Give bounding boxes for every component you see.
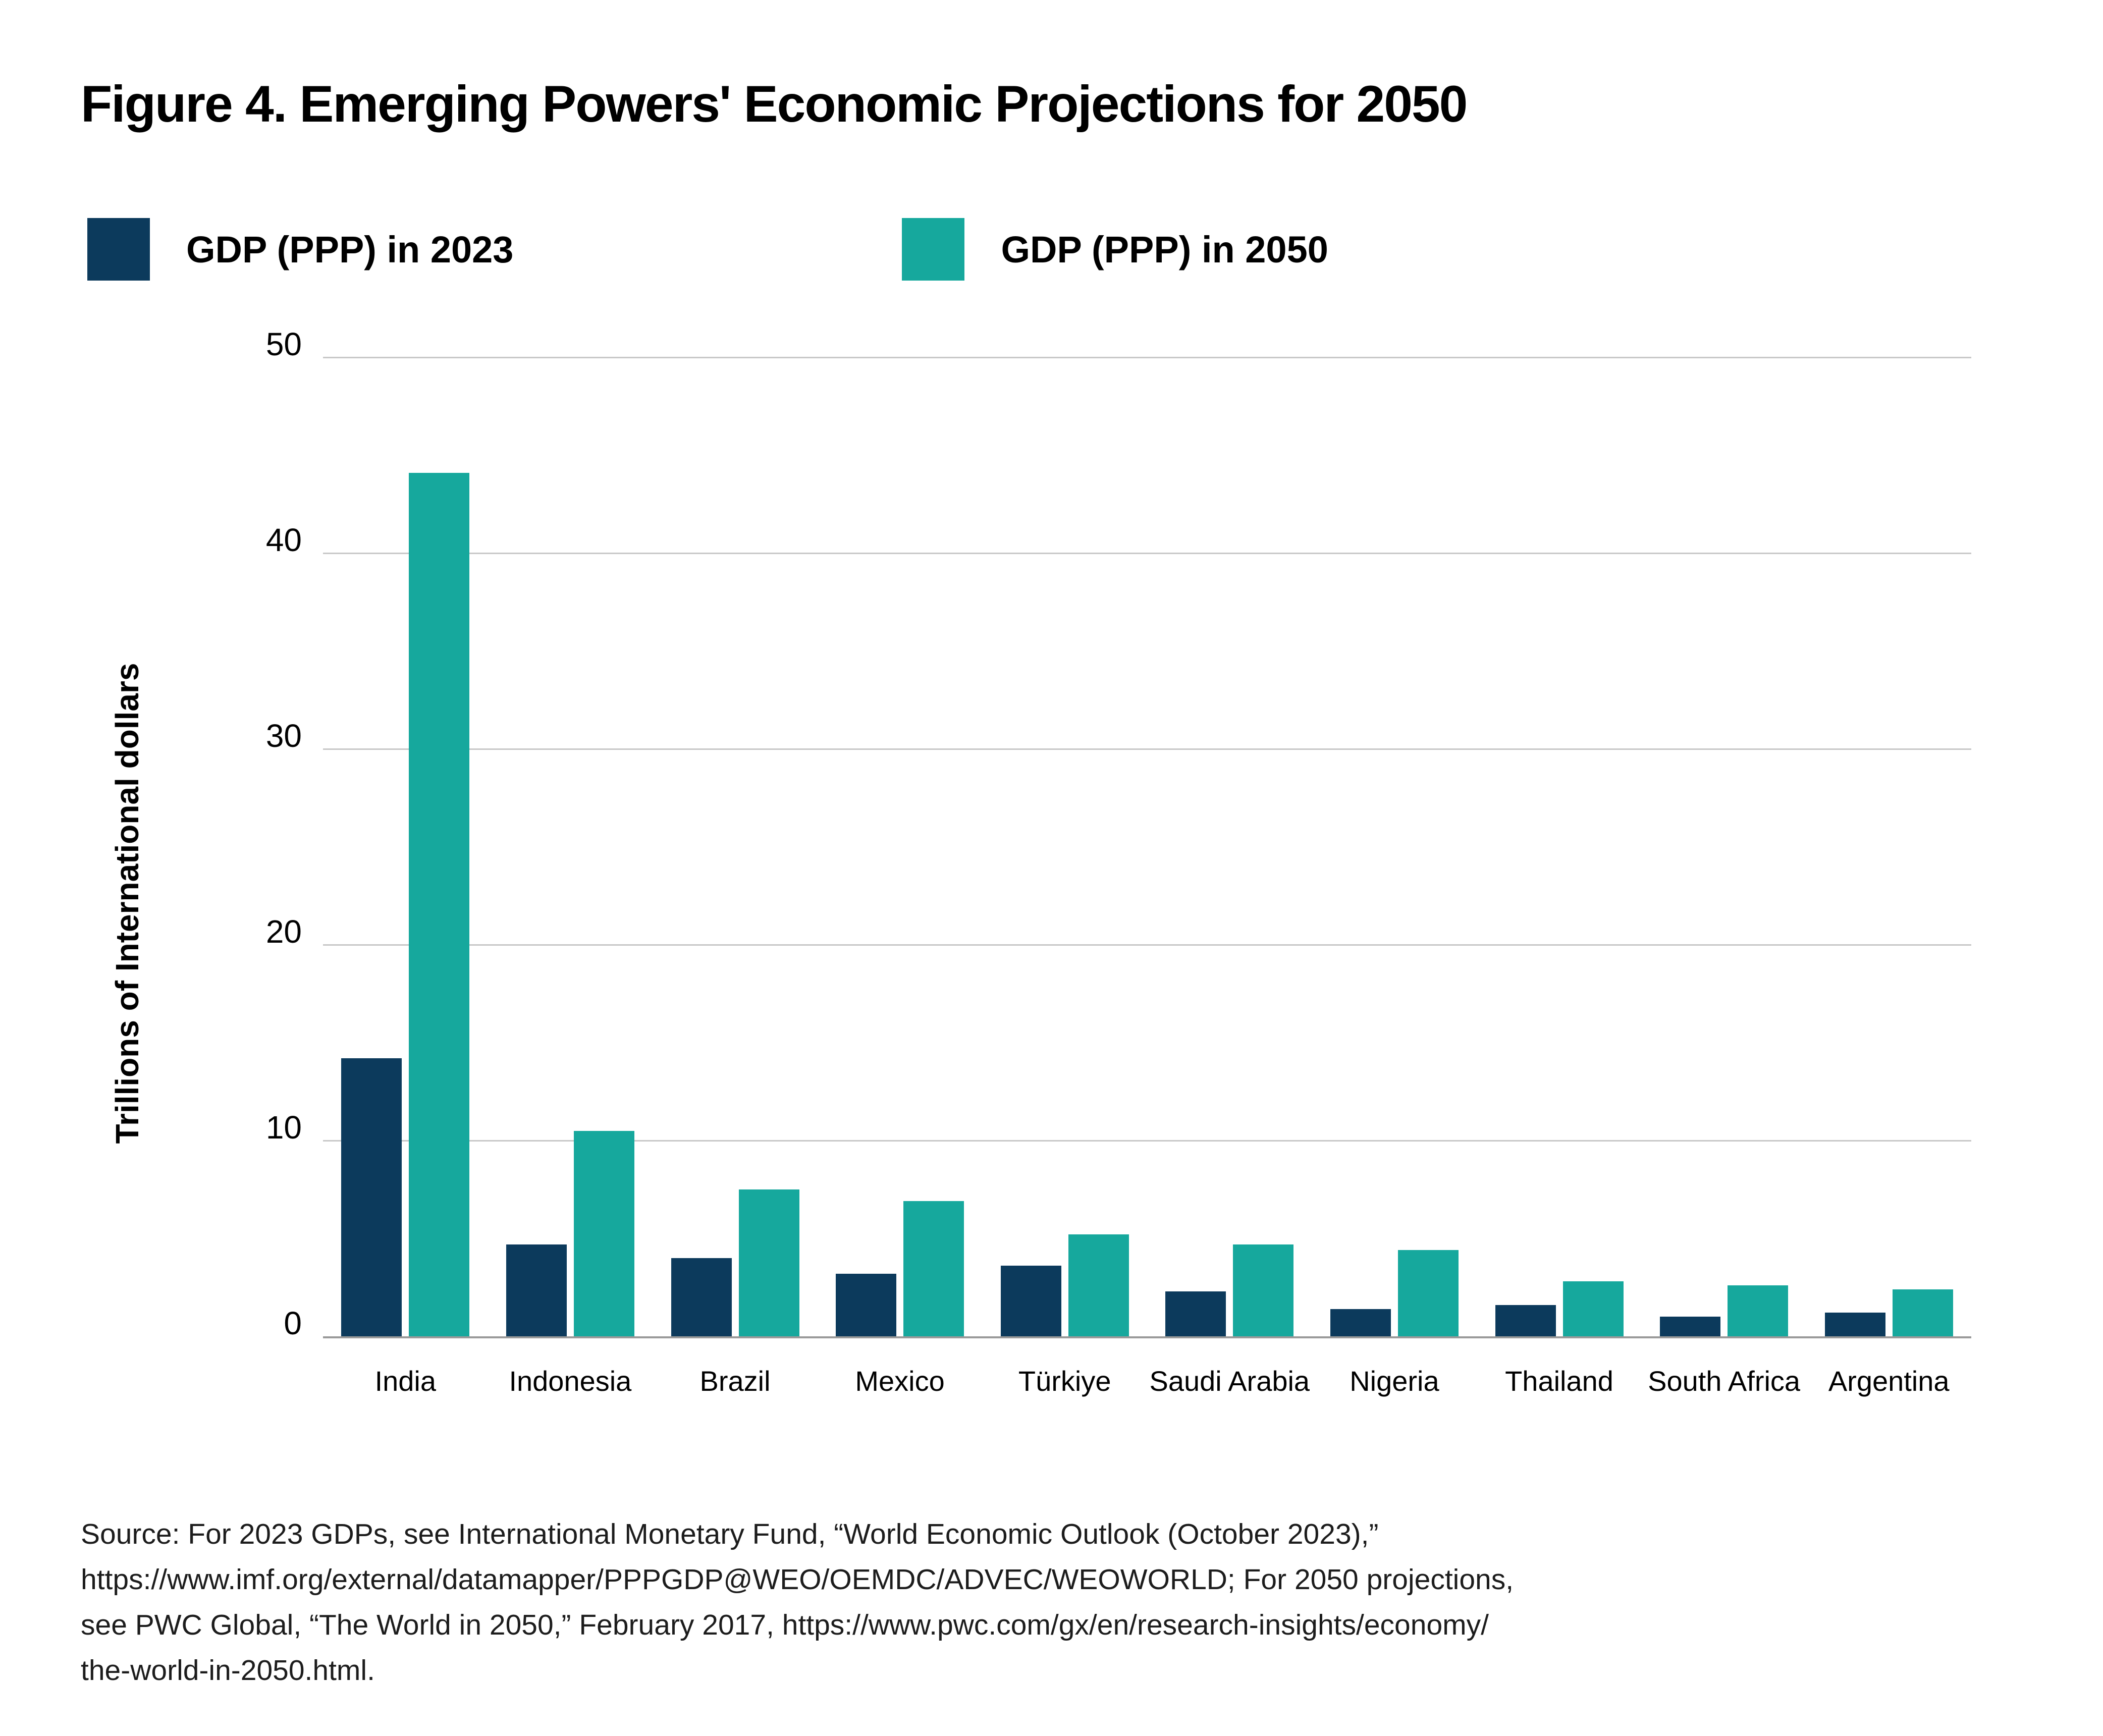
legend-item-2050: GDP (PPP) in 2050 (902, 218, 1328, 281)
y-tick-label-50: 50 (265, 326, 302, 362)
x-axis-label-saudi-arabia: Saudi Arabia (1149, 1365, 1310, 1397)
source-note-line: see PWC Global, “The World in 2050,” Feb… (81, 1609, 1489, 1641)
bar-2023-türkiye (1000, 1266, 1061, 1336)
page-title: Figure 4. Emerging Powers' Economic Proj… (81, 75, 1468, 133)
legend-label-2050: GDP (PPP) in 2050 (1001, 228, 1328, 270)
x-axis-label-indonesia: Indonesia (509, 1365, 632, 1397)
x-axis-label-india: India (374, 1365, 437, 1397)
bar-2023-brazil (671, 1258, 732, 1336)
x-axis-label-thailand: Thailand (1505, 1365, 1613, 1397)
bar-group-indonesia (506, 357, 634, 1336)
bar-group-brazil (671, 357, 799, 1336)
bar-2050-mexico (903, 1201, 964, 1336)
gridline-y-20 (323, 944, 1971, 946)
bar-2023-mexico (836, 1273, 897, 1336)
x-axis-label-argentina: Argentina (1828, 1365, 1950, 1397)
source-note-line: the-world-in-2050.html. (81, 1654, 375, 1687)
plot-area: 0 10 20 30 40 50 India Indonesia Brazil Mexico Tür… (266, 328, 1971, 1397)
source-note: Source: For 2023 GDPs, see International… (81, 1511, 1514, 1693)
bar-2050-thailand (1562, 1281, 1624, 1336)
y-tick-label-40: 40 (265, 522, 302, 558)
x-axis-label-nigeria: Nigeria (1350, 1365, 1439, 1397)
legend-label-2023: GDP (PPP) in 2023 (186, 228, 514, 270)
bar-2050-argentina (1892, 1289, 1953, 1336)
y-tick-label-10: 10 (265, 1109, 302, 1146)
bar-group-nigeria (1330, 357, 1459, 1336)
bar-group-india (341, 357, 470, 1336)
bar-group-saudi-arabia (1165, 357, 1294, 1336)
bar-2023-thailand (1495, 1305, 1556, 1336)
x-axis-label-türkiye: Türkiye (1018, 1365, 1111, 1397)
bar-group-argentina (1824, 357, 1953, 1336)
bar-group-mexico (836, 357, 964, 1336)
y-tick-label-0: 0 (284, 1305, 302, 1341)
bar-2023-argentina (1824, 1313, 1885, 1336)
legend-swatch-2023 (87, 218, 150, 281)
bar-2050-brazil (738, 1189, 799, 1336)
bar-2023-india (341, 1058, 402, 1336)
bar-2050-türkiye (1068, 1234, 1129, 1336)
bar-2023-indonesia (506, 1244, 567, 1336)
bar-group-türkiye (1000, 357, 1129, 1336)
gridline-y-10 (323, 1140, 1971, 1142)
y-axis-title: Trillions of International dollars (109, 663, 145, 1144)
bar-2050-south-africa (1728, 1285, 1789, 1336)
bar-2050-india (409, 472, 470, 1336)
bar-2050-saudi-arabia (1233, 1244, 1294, 1336)
source-note-line: https://www.imf.org/external/datamapper/… (81, 1563, 1514, 1596)
bar-2050-indonesia (573, 1130, 634, 1336)
y-tick-label-30: 30 (265, 718, 302, 754)
bar-2050-nigeria (1397, 1250, 1459, 1336)
x-axis-label-mexico: Mexico (855, 1365, 945, 1397)
legend-item-2023: GDP (PPP) in 2023 (87, 218, 513, 281)
legend-swatch-2050 (902, 218, 965, 281)
y-tick-label-20: 20 (265, 913, 302, 950)
gridline-y-50 (323, 357, 1971, 358)
gridline-y-30 (323, 748, 1971, 750)
x-axis-label-south-africa: South Africa (1648, 1365, 1801, 1397)
bar-group-south-africa (1660, 357, 1789, 1336)
bar-2023-south-africa (1660, 1317, 1721, 1336)
chart-legend: GDP (PPP) in 2023 GDP (PPP) in 2050 (87, 218, 1328, 281)
x-axis-line (323, 1336, 1971, 1338)
bar-group-thailand (1495, 357, 1624, 1336)
source-note-line: Source: For 2023 GDPs, see International… (81, 1518, 1379, 1550)
bar-2023-nigeria (1330, 1309, 1391, 1336)
bar-2023-saudi-arabia (1165, 1291, 1226, 1336)
x-axis-label-brazil: Brazil (699, 1365, 771, 1397)
gridline-y-40 (323, 553, 1971, 554)
